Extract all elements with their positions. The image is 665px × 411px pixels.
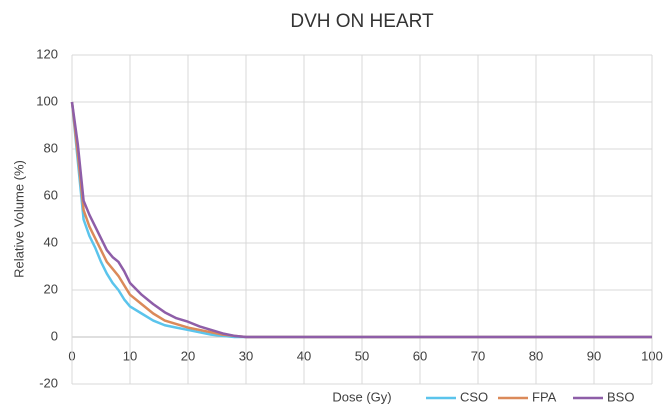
legend-label: BSO [607, 389, 634, 404]
y-tick-label: -20 [39, 375, 58, 390]
legend-label: CSO [460, 389, 488, 404]
series-line [70, 101, 652, 339]
y-tick-label: 20 [44, 281, 58, 296]
y-tick-label: 100 [36, 93, 58, 108]
y-tick-label: 120 [36, 46, 58, 61]
chart-title: DVH ON HEART [290, 11, 434, 32]
x-axis-label: Dose (Gy) [332, 389, 391, 404]
y-axis-label: Relative Volume (%) [11, 160, 26, 278]
legend-label: FPA [532, 389, 557, 404]
y-tick-label: 60 [44, 187, 58, 202]
y-tick-label: 40 [44, 234, 58, 249]
y-tick-label: 0 [51, 328, 58, 343]
y-tick-label: 80 [44, 140, 58, 155]
